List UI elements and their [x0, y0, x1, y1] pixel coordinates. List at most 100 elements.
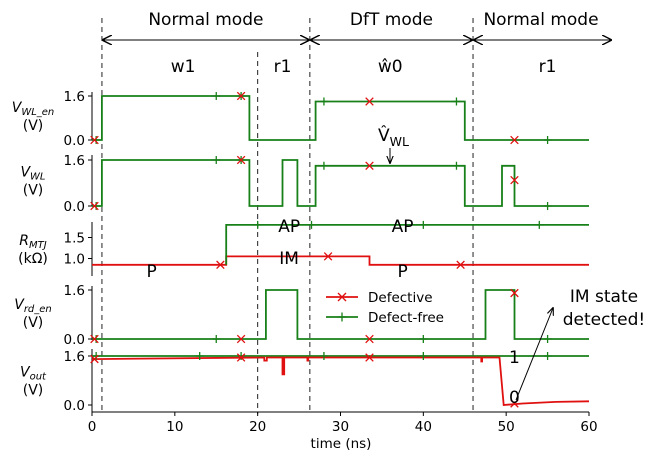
operation-label: r1 — [539, 57, 557, 77]
state-label: AP — [278, 217, 300, 237]
x-tick-label: 10 — [166, 419, 183, 435]
defective-marker — [323, 252, 333, 261]
vhat-annotation: V̂WL — [378, 125, 409, 163]
defect-free-marker — [452, 97, 461, 106]
defective-marker — [365, 353, 374, 362]
defective-marker — [510, 175, 519, 185]
y-tick-label: 0.0 — [64, 133, 85, 149]
x-tick-label: 0 — [88, 419, 97, 435]
y-axis-label-main: R — [19, 233, 29, 249]
state-label: IM — [279, 249, 299, 269]
mode-header: Normal mode DfT mode Normal mode — [103, 10, 611, 40]
defect-free-marker — [543, 352, 552, 360]
defect-free-marker — [237, 352, 246, 360]
defect-free-marker — [419, 220, 428, 229]
defective-marker — [90, 201, 99, 211]
legend-label: Defect-free — [368, 310, 444, 326]
state-label: P — [397, 262, 407, 282]
defective-marker — [510, 135, 519, 145]
defect-free-marker — [212, 156, 221, 164]
im-state-detected-annotation: IM state detected! — [515, 287, 645, 401]
state-label: 0 — [509, 388, 520, 408]
defect-free-marker — [543, 202, 552, 210]
defective-marker — [236, 91, 246, 101]
panel-vout: 0.0 1.6 Vout(V) 1 0 — [20, 348, 590, 414]
defect-free-marker — [92, 136, 101, 144]
mode-label: DfT mode — [350, 10, 433, 30]
y-axis-label-main: V — [12, 100, 23, 116]
y-axis-label-main: V — [20, 365, 31, 381]
y-axis-label: VWL_en — [12, 100, 55, 118]
defective-marker — [510, 288, 519, 298]
y-axis-label: Vout — [20, 365, 47, 383]
y-axis-label: RMTJ — [19, 233, 46, 251]
legend: Defective Defect-free — [326, 290, 444, 326]
defective-marker — [90, 135, 99, 145]
defect-free-marker — [419, 352, 428, 360]
y-axis-unit: (V) — [23, 183, 44, 199]
defect-free-marker — [92, 352, 101, 360]
signal-panels: 0.01.6VWL_en(V)0.01.6VWL(V)1.01.5RMTJ(kΩ… — [12, 89, 590, 414]
defective-marker — [90, 354, 99, 364]
state-label: 1 — [509, 348, 520, 368]
y-tick-label: 1.0 — [64, 252, 85, 268]
defect-free-marker — [212, 92, 221, 100]
y-axis-label-sub: rd_en — [24, 304, 52, 315]
defect-free-marker — [419, 335, 428, 343]
defect-free-marker — [319, 352, 328, 360]
mode-label: Normal mode — [483, 10, 598, 30]
defect-free-marker — [535, 220, 544, 229]
operation-label: w1 — [171, 57, 196, 77]
x-axis-label: time (ns) — [311, 436, 372, 452]
defective-marker — [216, 260, 225, 270]
x-tick-label: 20 — [249, 419, 266, 435]
defective-series-line — [92, 255, 589, 266]
x-tick-label: 50 — [498, 419, 515, 435]
defect-free-marker — [543, 335, 552, 343]
defective-marker — [236, 155, 246, 165]
y-axis-label: Vrd_en — [14, 297, 52, 315]
defective-marker — [236, 353, 246, 362]
defective-marker — [510, 399, 519, 408]
operation-labels: w1 r1 ŵ0 r1 — [171, 57, 557, 77]
defective-marker — [236, 334, 246, 344]
y-axis-label-sub: MTJ — [29, 240, 47, 251]
defect-free-marker — [92, 202, 101, 210]
y-axis-unit: (kΩ) — [18, 251, 48, 267]
defective-series-line — [91, 356, 590, 406]
defective-marker — [365, 334, 374, 344]
y-axis-unit: (V) — [23, 315, 44, 331]
panel-vrd_en: 0.0 1.6 Vrd_en(V) — [14, 283, 589, 348]
defect-free-marker — [307, 220, 316, 229]
defective-marker — [337, 292, 347, 302]
y-tick-label: 1.6 — [64, 89, 85, 105]
state-label: P — [147, 262, 157, 282]
im-state-detected-line1: IM state — [570, 287, 638, 307]
defect-free-marker — [319, 97, 328, 106]
defect-free-series-line — [225, 223, 589, 265]
defective-marker — [456, 260, 465, 270]
defective-marker — [90, 334, 99, 344]
y-tick-label: 1.6 — [64, 349, 85, 365]
defective-marker — [365, 97, 374, 106]
x-tick-label: 30 — [332, 419, 349, 435]
y-tick-label: 0.0 — [64, 199, 85, 215]
defect-free-marker — [253, 220, 262, 229]
state-label: AP — [392, 217, 414, 237]
defect-free-marker — [319, 161, 328, 170]
y-tick-label: 1.6 — [64, 153, 85, 169]
detected-arrow — [515, 308, 553, 401]
y-axis-unit: (V) — [23, 118, 44, 134]
defect-free-series-line — [92, 159, 589, 207]
vhat-annotation-label: V̂WL — [378, 125, 409, 149]
x-tick-label: 60 — [580, 419, 597, 435]
defect-free-marker — [337, 312, 347, 322]
y-axis-label: VWL — [20, 165, 45, 183]
y-axis-label-main: V — [14, 297, 25, 313]
y-axis-label-sub: out — [30, 372, 47, 383]
y-tick-label: 0.0 — [64, 332, 85, 348]
vhat-annotation-sub: WL — [390, 134, 409, 149]
mode-label: Normal mode — [148, 10, 263, 30]
panel-rmtj: 1.0 1.5 RMTJ(kΩ) AP AP IM P P — [18, 217, 589, 282]
